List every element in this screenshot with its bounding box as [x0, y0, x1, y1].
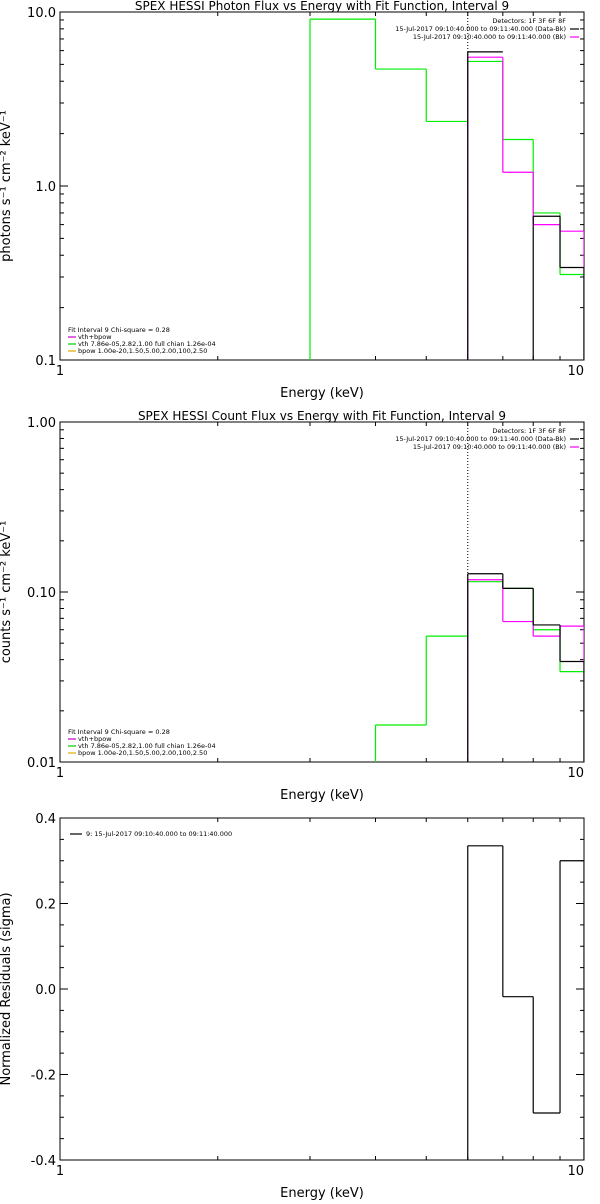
legend-entry: vth 7.86e-05,2.82,1.00 full chian 1.26e-… — [78, 340, 216, 348]
x-axis-label: Energy (keV) — [280, 788, 364, 803]
x-axis-label: Energy (keV) — [280, 1186, 364, 1200]
y-tick-label: 0.0 — [35, 983, 56, 998]
y-tick-label: 0.2 — [35, 898, 56, 913]
legend-entry: bpow 1.00e-20,1.50,5.00,2.00,100,2.50 — [78, 749, 207, 757]
legend-entry: vth+bpow — [78, 735, 112, 743]
info-line: 15-Jul-2017 09:10:40.000 to 09:11:40.000… — [395, 25, 566, 33]
info-line: 15-Jul-2017 09:10:40.000 to 09:11:40.000… — [413, 33, 566, 41]
info-line: Detectors: 1F 3F 6F 8F — [492, 427, 566, 435]
plot-frame — [59, 421, 585, 763]
legend-entry: vth 7.86e-05,2.82,1.00 full chian 1.26e-… — [78, 742, 216, 750]
y-axis-label: counts s⁻¹ cm⁻² keV⁻¹ — [0, 521, 14, 664]
info-line: 15-Jul-2017 09:10:40.000 to 09:11:40.000… — [395, 435, 566, 443]
y-tick-label: 0.01 — [27, 756, 56, 771]
chart-title: SPEX HESSI Count Flux vs Energy with Fit… — [138, 409, 506, 423]
panel-2: SPEX HESSI Count Flux vs Energy with Fit… — [0, 409, 585, 803]
x-tick-label: 1 — [56, 766, 64, 781]
y-tick-label: 1.0 — [35, 180, 56, 195]
x-tick-label: 10 — [567, 766, 584, 781]
y-tick-label: 0.1 — [35, 354, 56, 369]
y-axis-label: photons s⁻¹ cm⁻² keV⁻¹ — [0, 110, 14, 262]
panel-3: 1 10 -0.4 -0.2 0.0 0.2 0.4 Energy (keV) Normaliz… — [0, 812, 585, 1201]
y-tick-label: -0.4 — [31, 1154, 56, 1169]
series-group — [309, 18, 584, 360]
y-tick-label: -0.2 — [31, 1069, 56, 1084]
x-axis-label: Energy (keV) — [280, 386, 364, 401]
legend-heading: Fit Interval 9 Chi-square = 0.28 — [68, 326, 170, 334]
x-tick-label: 10 — [567, 364, 584, 379]
info-line: 15-Jul-2017 09:10:40.000 to 09:11:40.000… — [413, 443, 566, 451]
legend-entry: bpow 1.00e-20,1.50,5.00,2.00,100,2.50 — [78, 347, 207, 355]
series-group — [467, 845, 584, 1160]
plot-frame — [59, 11, 585, 361]
chart-title: SPEX HESSI Photon Flux vs Energy with Fi… — [135, 0, 509, 13]
legend-heading: Fit Interval 9 Chi-square = 0.28 — [68, 728, 170, 736]
x-tick-label: 1 — [56, 364, 64, 379]
series-group — [374, 573, 584, 762]
legend-entry: vth+bpow — [78, 333, 112, 341]
x-tick-label: 1 — [56, 1164, 64, 1179]
plot-frame — [59, 817, 585, 1161]
y-tick-label: 0.4 — [35, 812, 56, 827]
panel-1: SPEX HESSI Photon Flux vs Energy with Fi… — [0, 0, 585, 401]
legend-entry: 9: 15-Jul-2017 09:10:40.000 to 09:11:40.… — [86, 830, 232, 838]
y-tick-label: 0.10 — [27, 586, 56, 601]
y-tick-label: 1.00 — [27, 416, 56, 431]
info-line: Detectors: 1F 3F 6F 8F — [492, 17, 566, 25]
y-axis-label: Normalized Residuals (sigma) — [0, 892, 14, 1085]
x-tick-label: 10 — [567, 1164, 584, 1179]
y-tick-label: 10.0 — [27, 6, 56, 21]
